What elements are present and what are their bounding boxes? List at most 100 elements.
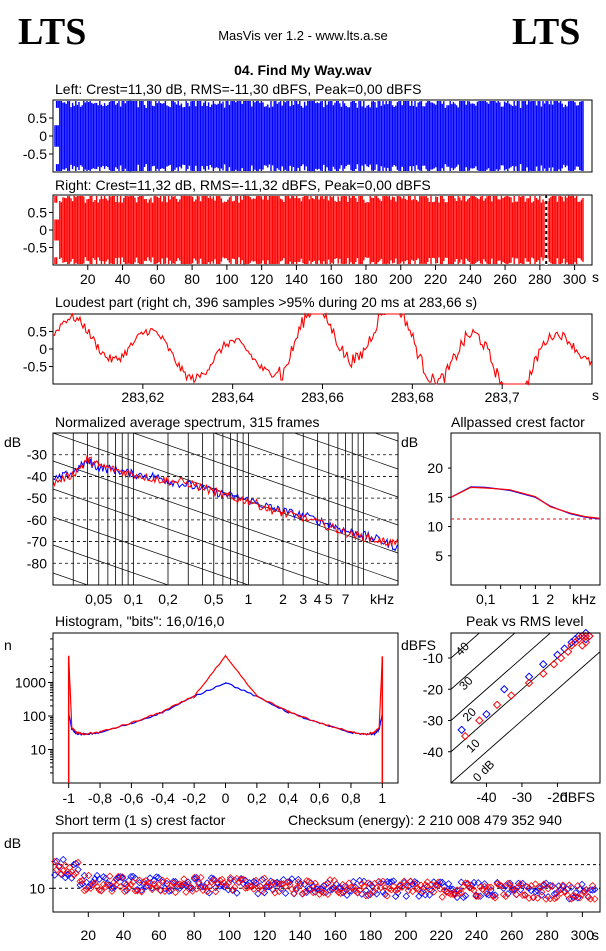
waveform-xtick-label: 140 [285,271,309,287]
short-term-red [110,878,118,886]
short-term-red [144,882,152,890]
short-term-red [129,878,137,886]
short-term-blue [61,873,70,882]
peak-rms-point-0 [457,725,466,735]
short-term-blue [57,870,65,878]
short-term-red [555,887,563,895]
short-term-blue [252,879,260,887]
loudest-xtick-label: 283,68 [391,389,434,405]
histogram-xtick-label: -0,2 [182,790,206,806]
short-term-red [580,888,588,897]
short-term-blue [51,871,59,879]
short-term-red [307,885,315,894]
short-term-blue [402,892,410,900]
short-term-red [93,882,101,891]
spectrum-series-0 [52,457,398,552]
short-term-red [131,887,139,895]
short-term-red [588,882,597,890]
short-term-red [305,877,313,886]
short-term-red [313,883,322,891]
peak-rms-point-1 [563,647,573,656]
spectrum-xtick-label: 0,5 [204,591,224,607]
peak-rms-diagonals [451,633,600,783]
short-term-red [324,890,332,898]
histogram-title: Histogram, "bits": 16,0/16,0 [55,613,225,629]
short-term-xtick-label: 280 [535,927,559,943]
short-term-blue [415,892,423,900]
allpassed-ytick-label: 20 [427,460,443,476]
short-term-red [309,888,317,897]
waveform-xtick-label: 100 [215,271,239,287]
spectrum-ytick-label: -50 [27,490,47,506]
short-term-xtick-label: 80 [186,927,202,943]
short-term-red [548,882,557,890]
waveform-xtick-label: 20 [80,271,96,287]
histogram-series-1 [68,653,383,736]
spectrum-slope [53,460,398,582]
short-term-blue [55,863,63,871]
left-waveform-signal [54,100,584,172]
spectrum-xtick-label: 0,1 [124,591,144,607]
short-term-red [118,873,127,881]
peak-rms-frame [450,632,601,784]
short-term-red [201,883,209,891]
short-term-red [231,883,239,891]
short-term-red [552,893,561,902]
short-term-red [434,878,442,887]
short-term-crest-title: Short term (1 s) crest factor [55,812,226,828]
loudest-part-title: Loudest part (right ch, 396 samples >95%… [55,294,477,310]
short-term-red [197,873,205,882]
waveform-xtick-label: 120 [250,271,274,287]
short-term-blue [430,878,438,886]
short-term-red [152,883,161,891]
checksum-text: Checksum (energy): 2 210 008 479 352 940 [288,812,562,828]
short-term-red [207,878,216,886]
left-waveform-ytick-label: 0.5 [28,110,48,126]
short-term-xtick-label: 140 [288,927,312,943]
left-waveform-ytick-label: 0 [39,128,47,144]
short-term-red [258,887,266,895]
logo-right: LTS [512,11,580,53]
short-term-red [591,895,599,903]
peak-rms-point-0 [482,710,491,719]
short-term-red [472,892,480,901]
allpassed-crest-title: Allpassed crest factor [451,414,585,430]
short-term-red [296,881,305,890]
short-term-red [120,887,129,896]
allpassed-series-1 [450,486,601,519]
histogram-xtick-label: 0,2 [247,790,267,806]
short-term-blue [499,884,508,893]
peak-rms-xunit: dBFS [560,789,595,805]
short-term-red [531,880,540,888]
peak-rms-diagonal [451,633,552,722]
peak-rms-point-1 [578,641,587,650]
short-term-red [347,883,355,892]
short-term-red [516,880,525,888]
short-term-blue [372,890,381,898]
spectrum-slope [293,433,398,470]
short-term-red [159,876,167,885]
spectrum-ylabel: dB [4,434,21,450]
short-term-red [123,880,131,889]
right-waveform-title: Right: Crest=11,32 dB, RMS=-11,32 dBFS, … [55,177,431,193]
peak-rms-ylabel: dBFS [401,637,436,653]
short-term-red [167,882,175,890]
short-term-blue [347,887,355,895]
short-term-blue [341,882,349,891]
short-term-frame [52,832,601,913]
short-term-red [212,887,220,896]
short-term-red [506,881,514,889]
left-waveform-title: Left: Crest=11,30 dB, RMS=-11,30 dBFS, P… [55,81,421,97]
short-term-red [116,883,125,891]
short-term-red [491,894,499,902]
short-term-red [565,881,573,889]
short-term-xtick-label: 300 [571,927,595,943]
peak-rms-point-1 [524,678,534,688]
peak-rms-xtick-label: -20 [547,789,567,805]
short-term-blue [516,885,525,894]
peak-vs-rms-title: Peak vs RMS level [466,613,583,629]
peak-rms-diagonal [451,651,600,783]
short-term-blue [436,878,444,886]
